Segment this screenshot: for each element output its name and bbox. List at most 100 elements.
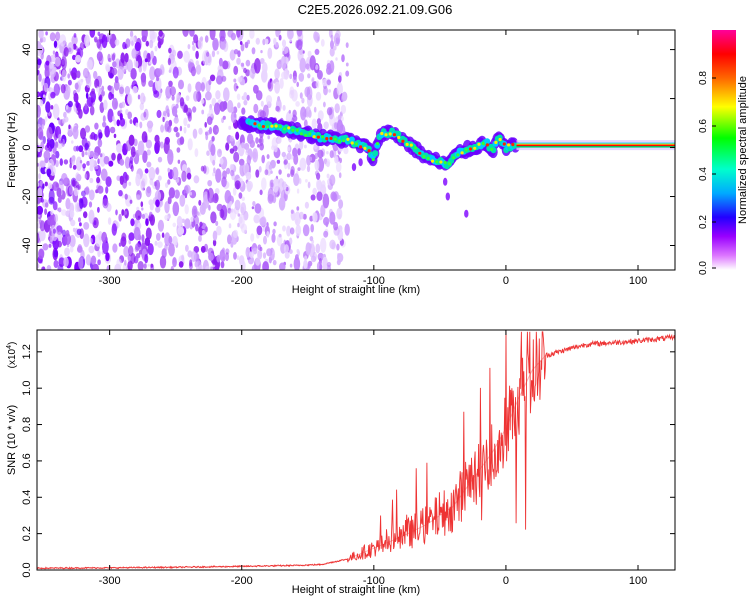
noise-speckle [97,138,103,148]
noise-speckle [292,109,297,118]
noise-speckle [119,175,124,185]
noise-speckle [53,260,59,268]
noise-speckle [273,37,277,45]
noise-speckle [211,258,218,266]
noise-speckle [288,237,293,245]
noise-speckle [65,85,71,97]
noise-speckle [37,69,40,76]
noise-speckle [309,236,314,242]
noise-speckle [185,244,189,252]
noise-speckle [55,150,60,159]
noise-speckle [345,62,349,67]
noise-speckle [52,50,56,55]
noise-speckle [156,109,162,119]
noise-speckle [338,75,342,83]
noise-speckle [163,139,170,154]
ridge-core [502,142,506,146]
noise-speckle [59,69,62,74]
noise-speckle [189,30,195,37]
x-tick-label: -100 [363,275,385,287]
noise-speckle [336,119,344,135]
noise-speckle [83,222,90,230]
noise-speckle [102,198,109,209]
colorbar: 0.0 0.2 0.4 0.6 0.8 Normalized spectral ampl… [698,30,749,275]
noise-speckle [113,119,117,126]
ridge-core [430,159,435,163]
noise-speckle [133,226,141,241]
ridge-core [261,125,265,129]
noise-speckle [55,31,61,41]
noise-speckle [286,225,291,237]
noise-speckle [168,47,172,54]
noise-speckle [126,59,133,73]
noise-speckle [313,106,317,113]
noise-speckle [54,56,61,67]
noise-speckle [240,43,245,52]
noise-speckle [177,226,185,236]
colorbar-tick-label: 0.0 [698,261,709,275]
noise-speckle [84,173,88,179]
noise-speckle [37,127,44,140]
noise-speckle [44,202,49,208]
noise-speckle [326,261,332,268]
noise-speckles [37,30,350,270]
noise-speckle [72,125,79,140]
noise-speckle [78,145,84,153]
noise-speckle [48,196,55,205]
noise-speckle [214,188,220,195]
noise-speckle [289,73,293,80]
noise-speckle [155,206,161,213]
noise-speckle [135,173,141,187]
noise-speckle [99,153,103,158]
y-tick-label: 1.0 [21,381,33,396]
noise-speckle [141,207,144,211]
y-tick-label: 0 [21,144,33,150]
noise-speckle [115,209,118,216]
noise-speckle [89,158,95,167]
noise-speckle [212,37,219,51]
noise-speckle [190,66,197,77]
noise-speckle [85,72,89,77]
noise-speckle [252,148,259,163]
spectrogram-x-axis-label: Height of straight line (km) [292,284,420,296]
ridge-core [388,132,392,136]
noise-speckle [211,197,215,203]
noise-speckle [124,259,127,266]
noise-speckle [72,179,76,187]
noise-speckle [245,59,251,67]
noise-speckle [93,220,97,226]
noise-speckle [338,199,344,209]
noise-speckle [233,82,238,92]
noise-speckle [315,243,321,254]
noise-speckle [195,60,199,66]
noise-speckle [156,232,161,241]
noise-speckle [278,169,282,175]
x-tick-label: 0 [503,275,509,287]
noise-speckle [96,176,101,184]
y-tick-label: 40 [21,43,33,55]
noise-speckle [216,50,220,55]
noise-speckle [86,97,94,107]
noise-speckle [88,189,95,201]
noise-speckle [218,57,223,67]
noise-speckle [171,166,179,181]
ridge-core [342,139,346,143]
spectrogram-frame [36,29,676,271]
noise-speckle [47,182,53,189]
noise-speckle [211,50,216,58]
noise-speckle [304,201,309,209]
noise-speckle [189,191,193,196]
x-tick-label: 100 [629,275,647,287]
noise-speckle [119,158,125,166]
ridge-stray [351,163,357,172]
noise-speckle [189,259,193,267]
noise-speckle [72,164,77,170]
noise-speckle [128,181,132,186]
noise-speckle [162,116,165,123]
noise-speckle [42,36,46,43]
noise-speckle [233,49,239,55]
noise-speckle [76,70,81,79]
noise-speckle [299,57,307,73]
noise-speckle [259,189,263,196]
noise-speckle [247,133,254,144]
